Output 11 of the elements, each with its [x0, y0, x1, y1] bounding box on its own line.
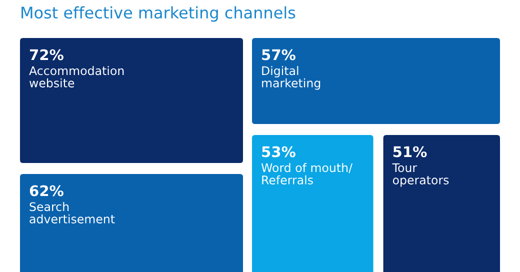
data-label: 72%	[30, 49, 64, 60]
category-label: Tour operators	[392, 163, 449, 187]
category-label: Accommodation website	[29, 66, 124, 88]
category-label: Word of mouth/ Referrals	[261, 163, 353, 184]
category-label: Search advertisement	[30, 202, 115, 224]
category-label: Digital marketing	[262, 66, 320, 90]
text: Most effective marketing channels	[22, 6, 296, 22]
data-label: 53%	[262, 146, 296, 158]
data-label: 51%	[393, 146, 427, 158]
data-label: 62%	[30, 185, 64, 196]
data-label: 57%	[262, 49, 296, 60]
